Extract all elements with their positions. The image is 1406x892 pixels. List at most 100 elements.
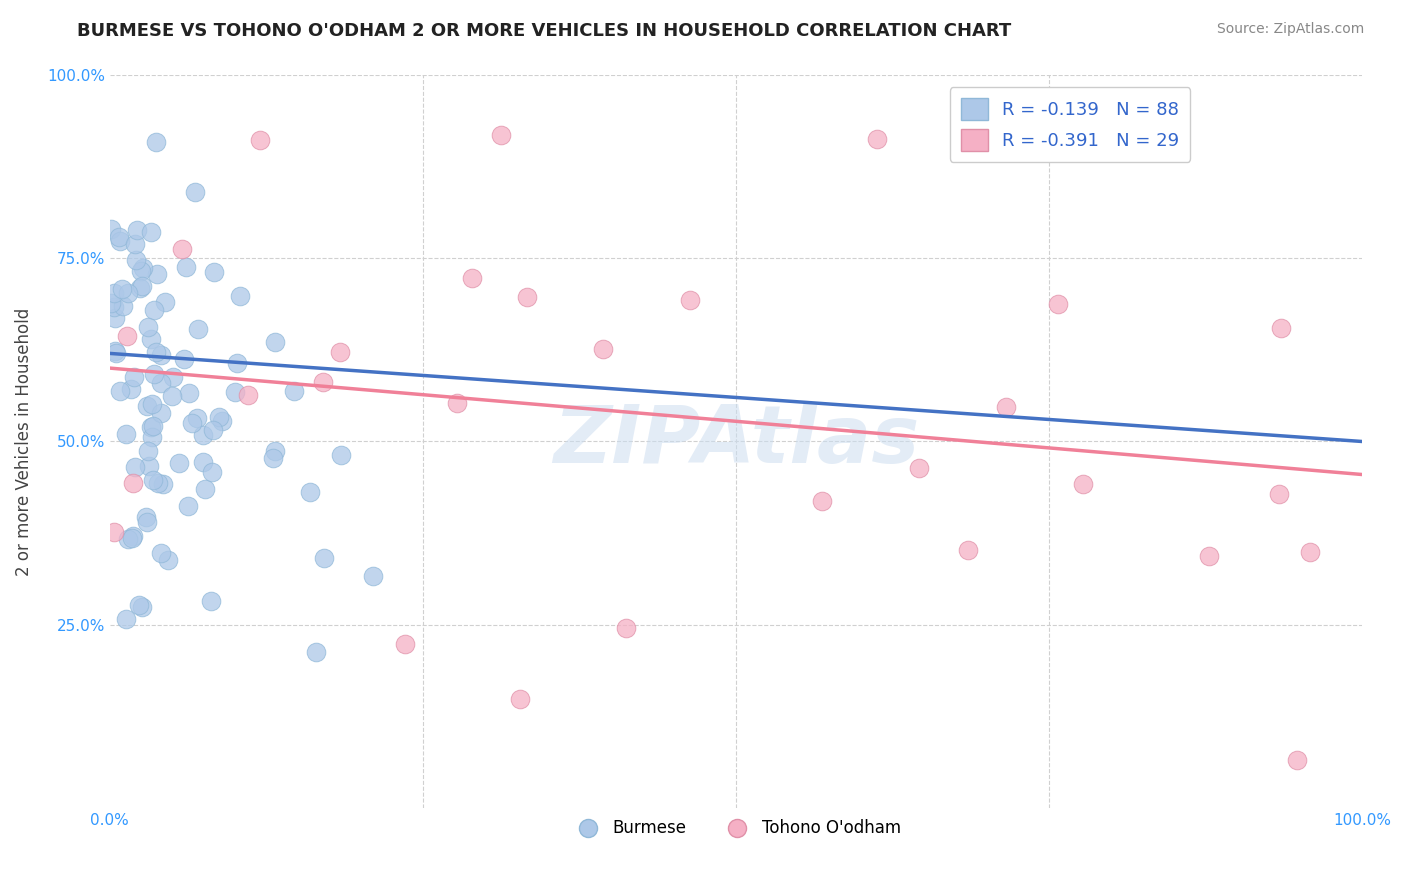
Point bbox=[1268, 487, 1291, 501]
Point bbox=[103, 301, 125, 315]
Point bbox=[1270, 321, 1292, 335]
Point bbox=[679, 293, 702, 308]
Point bbox=[143, 303, 166, 318]
Point bbox=[592, 342, 614, 356]
Point bbox=[312, 376, 335, 390]
Point bbox=[135, 515, 157, 529]
Point bbox=[162, 370, 184, 384]
Point bbox=[129, 263, 152, 277]
Point bbox=[104, 310, 127, 325]
Point bbox=[141, 420, 163, 434]
Point bbox=[461, 270, 484, 285]
Point bbox=[957, 542, 980, 557]
Point bbox=[172, 242, 194, 256]
Point bbox=[149, 348, 172, 362]
Point bbox=[131, 600, 153, 615]
Point bbox=[1071, 477, 1094, 491]
Point bbox=[262, 450, 284, 465]
Point bbox=[1198, 549, 1220, 563]
Point bbox=[142, 418, 165, 433]
Point bbox=[200, 594, 222, 608]
Point bbox=[146, 267, 169, 281]
Point bbox=[131, 278, 153, 293]
Point bbox=[121, 531, 143, 545]
Point bbox=[225, 356, 247, 370]
Point bbox=[202, 264, 225, 278]
Point bbox=[180, 417, 202, 431]
Point bbox=[103, 524, 125, 539]
Point bbox=[149, 406, 172, 420]
Point bbox=[108, 229, 131, 244]
Point bbox=[153, 295, 176, 310]
Point bbox=[238, 388, 260, 402]
Point bbox=[111, 282, 134, 296]
Point bbox=[509, 692, 531, 706]
Point bbox=[138, 459, 160, 474]
Point bbox=[249, 133, 271, 147]
Point bbox=[361, 569, 384, 583]
Point bbox=[136, 320, 159, 334]
Point bbox=[211, 414, 233, 428]
Y-axis label: 2 or more Vehicles in Household: 2 or more Vehicles in Household bbox=[15, 308, 32, 575]
Point bbox=[328, 345, 350, 359]
Point bbox=[228, 288, 250, 302]
Point bbox=[100, 295, 122, 310]
Point bbox=[312, 551, 335, 566]
Point bbox=[128, 281, 150, 295]
Point bbox=[264, 335, 287, 350]
Point bbox=[146, 475, 169, 490]
Point bbox=[124, 460, 146, 475]
Point bbox=[184, 185, 207, 199]
Point bbox=[173, 351, 195, 366]
Point bbox=[489, 128, 512, 143]
Point bbox=[125, 252, 148, 267]
Point bbox=[191, 428, 214, 442]
Point bbox=[114, 612, 136, 626]
Point bbox=[810, 493, 832, 508]
Point bbox=[136, 444, 159, 458]
Point bbox=[145, 345, 167, 359]
Point bbox=[174, 260, 197, 274]
Point bbox=[132, 261, 155, 276]
Point bbox=[908, 460, 931, 475]
Point bbox=[141, 332, 163, 346]
Point bbox=[104, 344, 127, 359]
Point bbox=[152, 476, 174, 491]
Point bbox=[124, 237, 146, 252]
Point bbox=[177, 500, 200, 514]
Text: Source: ZipAtlas.com: Source: ZipAtlas.com bbox=[1216, 22, 1364, 37]
Point bbox=[149, 546, 172, 560]
Point bbox=[194, 482, 217, 496]
Point bbox=[142, 367, 165, 381]
Point bbox=[117, 285, 139, 300]
Point bbox=[187, 322, 209, 336]
Point bbox=[516, 290, 538, 304]
Legend: Burmese, Tohono O'odham: Burmese, Tohono O'odham bbox=[564, 813, 907, 844]
Point bbox=[112, 299, 135, 313]
Point bbox=[1046, 297, 1069, 311]
Point bbox=[145, 135, 167, 149]
Point bbox=[108, 384, 131, 398]
Point bbox=[135, 399, 157, 413]
Point bbox=[128, 598, 150, 612]
Point bbox=[191, 455, 214, 469]
Point bbox=[202, 423, 225, 437]
Point bbox=[105, 346, 128, 360]
Point bbox=[224, 384, 246, 399]
Point bbox=[329, 448, 352, 462]
Point bbox=[108, 234, 131, 248]
Point bbox=[614, 621, 637, 635]
Point bbox=[394, 638, 416, 652]
Point bbox=[283, 384, 305, 398]
Text: ZIPAtlas: ZIPAtlas bbox=[553, 402, 920, 481]
Point bbox=[866, 132, 889, 146]
Point bbox=[160, 389, 183, 403]
Point bbox=[121, 475, 143, 490]
Point bbox=[115, 328, 138, 343]
Point bbox=[305, 645, 328, 659]
Point bbox=[994, 400, 1017, 414]
Point bbox=[141, 430, 163, 444]
Text: BURMESE VS TOHONO O'ODHAM 2 OR MORE VEHICLES IN HOUSEHOLD CORRELATION CHART: BURMESE VS TOHONO O'ODHAM 2 OR MORE VEHI… bbox=[77, 22, 1011, 40]
Point bbox=[264, 444, 287, 458]
Point bbox=[157, 553, 180, 567]
